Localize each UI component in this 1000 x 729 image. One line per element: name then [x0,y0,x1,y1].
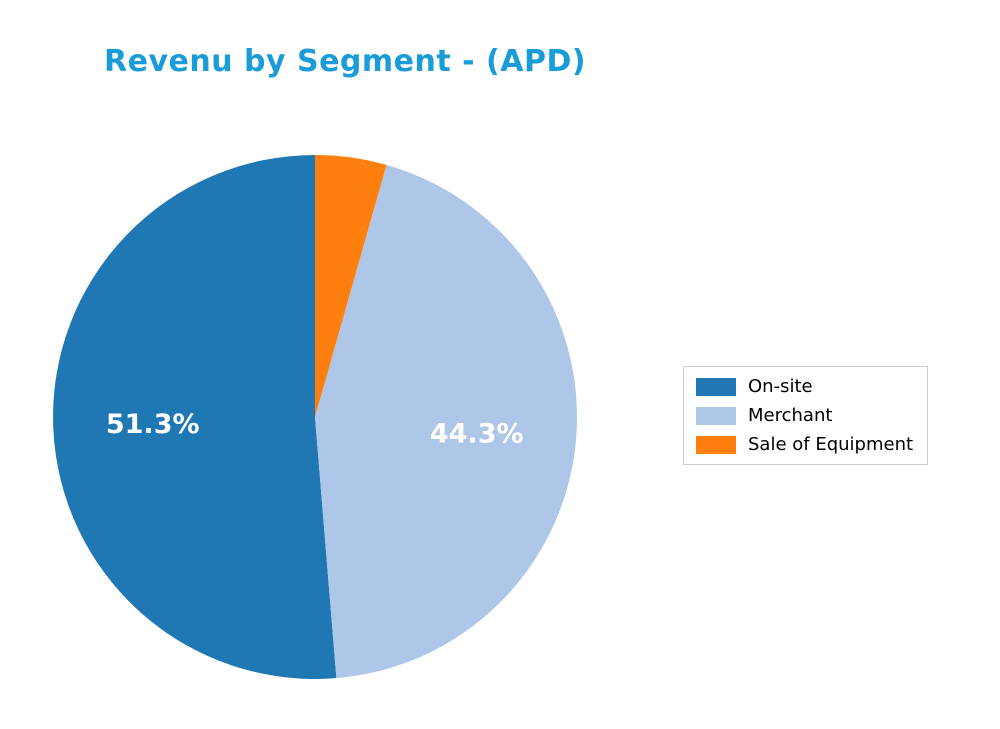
legend-item: Sale of Equipment [696,434,913,455]
legend-item: Merchant [696,405,913,426]
pie-slice-sale-of-equipment [315,155,387,417]
legend-label: On-site [748,376,813,397]
slice-percentage-label: 44.3% [430,418,524,449]
slice-percentage-label: 51.3% [106,409,200,440]
legend-label: Sale of Equipment [748,434,914,455]
pie-slice-merchant [315,164,578,679]
legend: On-site Merchant Sale of Equipment [683,366,929,465]
legend-swatch [696,435,736,454]
legend-label: Merchant [748,405,833,426]
pie-chart: 51.3% 44.3% [53,155,578,680]
legend-swatch [696,377,736,396]
legend-swatch [696,406,736,425]
pie-slice-on-site [53,155,337,680]
legend-item: On-site [696,376,913,397]
chart-title: Revenu by Segment - (APD) [104,44,587,79]
